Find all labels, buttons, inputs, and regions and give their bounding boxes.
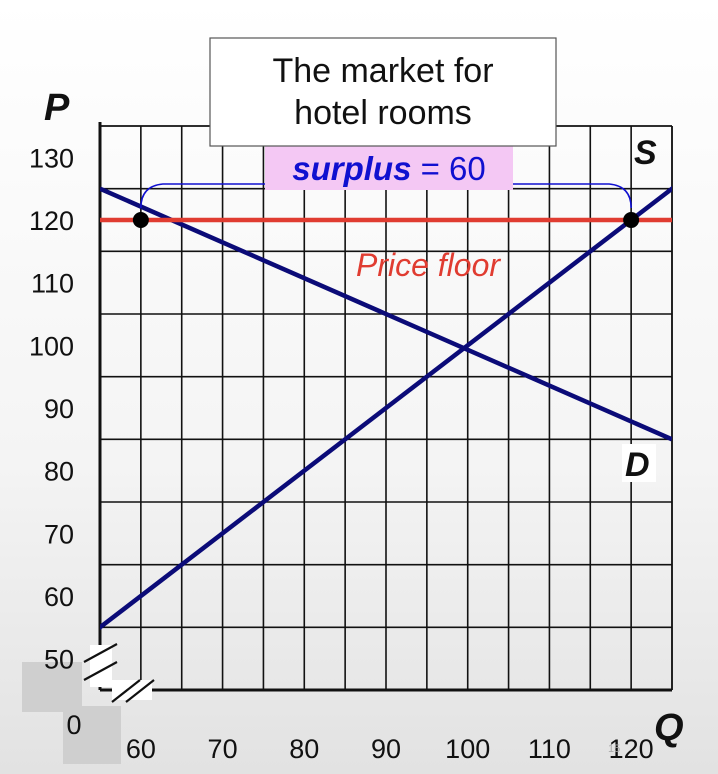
y-axis-break-mark [83, 643, 118, 663]
y-tick-label: 130 [29, 143, 74, 173]
y-tick-label: 70 [44, 519, 74, 549]
surplus-label-bold: surplus [292, 150, 411, 187]
y-tick-label: 120 [29, 206, 74, 236]
equilibrium-points [132, 212, 640, 228]
axis-break-patch [22, 662, 82, 712]
intersection-point [623, 212, 640, 228]
price-floor-label: Price floor [356, 247, 501, 283]
x-axis-label: Q [654, 707, 684, 749]
curve-d [100, 186, 672, 442]
x-tick-label: 80 [289, 734, 319, 764]
x-tick-label: 70 [208, 734, 238, 764]
axis-break-patch [63, 706, 121, 764]
y-tick-label: 50 [44, 645, 74, 675]
surplus-label-background [265, 146, 513, 190]
origin-label: 0 [66, 710, 81, 740]
y-tick-label: 110 [31, 269, 74, 299]
chart-title-line: hotel rooms [294, 94, 472, 132]
demand-label-background [622, 444, 656, 482]
x-tick-label: 110 [528, 734, 571, 764]
axis-break-marks [22, 643, 155, 764]
x-axis-break-mark [125, 679, 155, 703]
x-tick-label: 60 [126, 734, 156, 764]
y-tick-label: 80 [44, 457, 74, 487]
surplus-brace-group: surplus = 60 [140, 146, 632, 209]
intersection-point [132, 212, 149, 228]
y-axis-break-mark [83, 661, 118, 681]
x-axis-break-mark [111, 679, 141, 703]
chart-labels: The market for hotel rooms P Q S D 15 [44, 37, 684, 755]
y-tick-label: 60 [44, 582, 74, 612]
tick-labels: 50 60 70 80 90 100 110 120 130 60 70 80 90 100 110 120 0 [29, 143, 654, 764]
title-box [209, 37, 557, 147]
curve-s [100, 185, 672, 631]
x-tick-label: 100 [445, 734, 490, 764]
slide-number: 15 [608, 743, 620, 755]
axes [98, 122, 672, 692]
x-tick-label: 120 [609, 734, 654, 764]
demand-curve-label: D [625, 446, 650, 484]
y-tick-label: 100 [29, 331, 74, 361]
curves [100, 185, 672, 631]
price-floor-group: Price floor [100, 217, 672, 283]
y-axis-label: P [44, 87, 70, 129]
surplus-label: surplus = 60 [292, 150, 486, 187]
supply-curve-label: S [634, 134, 657, 172]
x-tick-label: 90 [371, 734, 401, 764]
chart-title-line: The market for [272, 52, 493, 90]
y-tick-label: 90 [44, 394, 74, 424]
surplus-label-value: = 60 [411, 150, 485, 187]
